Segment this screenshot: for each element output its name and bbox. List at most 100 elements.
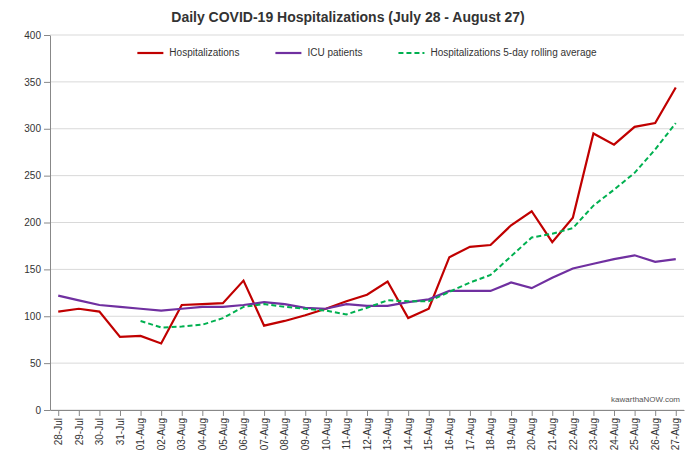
y-tick-label: 150: [24, 264, 41, 275]
y-tick-mark: [44, 269, 50, 270]
x-tick-mark: [676, 410, 677, 416]
legend-swatch: [398, 52, 424, 54]
legend: Hospitalizations ICU patients Hospitalizat…: [137, 47, 597, 58]
x-tick: 08-Aug: [279, 410, 290, 450]
x-tick-label: 30-Jul: [94, 418, 105, 445]
x-tick: 22-Aug: [568, 410, 579, 450]
x-tick-mark: [161, 410, 162, 416]
y-tick-mark: [44, 35, 50, 36]
legend-label: Hospitalizations: [169, 47, 239, 58]
series-line: [58, 255, 676, 310]
x-tick-label: 22-Aug: [568, 418, 579, 450]
x-tick-mark: [532, 410, 533, 416]
grid-line: [50, 316, 684, 317]
y-axis-line: [50, 36, 51, 411]
x-tick-mark: [511, 410, 512, 416]
x-tick: 14-Aug: [403, 410, 414, 450]
y-tick: 400: [24, 30, 50, 41]
x-tick-label: 27-Aug: [670, 418, 681, 450]
series-line: [141, 123, 676, 327]
x-tick-mark: [470, 410, 471, 416]
x-tick-label: 02-Aug: [156, 418, 167, 450]
legend-swatch: [275, 52, 301, 54]
y-tick: 300: [24, 123, 50, 134]
x-tick-mark: [429, 410, 430, 416]
x-tick-label: 28-Jul: [53, 418, 64, 445]
x-tick-label: 03-Aug: [176, 418, 187, 450]
chart: Daily COVID-19 Hospitalizations (July 28…: [0, 0, 696, 464]
x-tick-mark: [367, 410, 368, 416]
x-tick-label: 09-Aug: [300, 418, 311, 450]
x-tick-mark: [141, 410, 142, 416]
y-tick: 150: [24, 264, 50, 275]
x-tick-label: 04-Aug: [197, 418, 208, 450]
x-tick-label: 25-Aug: [629, 418, 640, 450]
x-tick-mark: [264, 410, 265, 416]
x-tick: 07-Aug: [259, 410, 270, 450]
y-tick-mark: [44, 363, 50, 364]
x-tick: 03-Aug: [176, 410, 187, 450]
legend-item: ICU patients: [275, 47, 362, 58]
x-tick-mark: [491, 410, 492, 416]
x-tick-label: 06-Aug: [238, 418, 249, 450]
x-tick-label: 14-Aug: [403, 418, 414, 450]
x-tick: 29-Jul: [74, 410, 85, 445]
x-tick: 19-Aug: [506, 410, 517, 450]
legend-item: Hospitalizations: [137, 47, 239, 58]
x-tick: 25-Aug: [629, 410, 640, 450]
x-tick-mark: [326, 410, 327, 416]
y-tick-mark: [44, 410, 50, 411]
x-tick-label: 16-Aug: [444, 418, 455, 450]
series-line: [58, 88, 676, 344]
x-tick: 17-Aug: [465, 410, 476, 450]
y-tick-label: 250: [24, 170, 41, 181]
y-tick-label: 50: [30, 358, 42, 369]
x-tick-label: 18-Aug: [485, 418, 496, 450]
grid-line: [50, 35, 684, 36]
x-tick: 05-Aug: [218, 410, 229, 450]
y-tick-label: 400: [24, 30, 41, 41]
x-tick: 11-Aug: [341, 410, 352, 450]
grid-line: [50, 81, 684, 82]
y-tick-label: 100: [24, 311, 41, 322]
x-tick-label: 08-Aug: [279, 418, 290, 450]
x-tick-label: 15-Aug: [423, 418, 434, 450]
y-tick-mark: [44, 82, 50, 83]
x-tick: 01-Aug: [135, 410, 146, 450]
x-tick: 20-Aug: [526, 410, 537, 450]
y-tick-mark: [44, 129, 50, 130]
x-tick-mark: [593, 410, 594, 416]
y-tick-mark: [44, 223, 50, 224]
y-tick-mark: [44, 176, 50, 177]
x-tick-mark: [573, 410, 574, 416]
x-tick: 28-Jul: [53, 410, 64, 445]
x-tick-label: 05-Aug: [218, 418, 229, 450]
x-tick: 30-Jul: [94, 410, 105, 445]
x-tick-mark: [120, 410, 121, 416]
x-tick-label: 20-Aug: [526, 418, 537, 450]
annotation: kawarthaNOW.com: [611, 395, 680, 404]
lines: [58, 88, 676, 344]
y-tick: 0: [35, 405, 50, 416]
legend-label: Hospitalizations 5-day rolling average: [430, 47, 597, 58]
x-tick-label: 11-Aug: [341, 418, 352, 450]
x-tick-mark: [305, 410, 306, 416]
y-tick: 100: [24, 311, 50, 322]
y-tick-label: 200: [24, 217, 41, 228]
x-tick-label: 13-Aug: [382, 418, 393, 450]
x-tick: 15-Aug: [423, 410, 434, 450]
y-tick: 350: [24, 77, 50, 88]
x-tick-label: 12-Aug: [362, 418, 373, 450]
y-tick-label: 0: [35, 405, 41, 416]
x-tick-mark: [388, 410, 389, 416]
x-tick-label: 23-Aug: [588, 418, 599, 450]
x-tick-mark: [99, 410, 100, 416]
legend-swatch: [137, 52, 163, 54]
x-tick: 06-Aug: [238, 410, 249, 450]
x-tick-mark: [552, 410, 553, 416]
x-tick: 24-Aug: [609, 410, 620, 450]
x-tick: 09-Aug: [300, 410, 311, 450]
x-tick: 21-Aug: [547, 410, 558, 450]
grid-line: [50, 269, 684, 270]
y-tick-label: 300: [24, 123, 41, 134]
